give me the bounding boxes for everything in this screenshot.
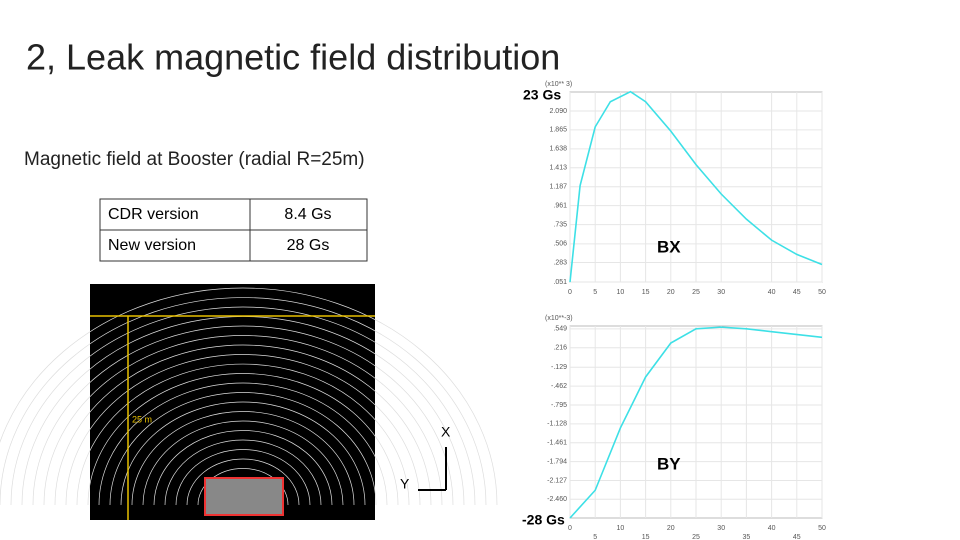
y-tick-label: .506: [553, 241, 567, 248]
contour: [0, 287, 498, 506]
contour: [54, 344, 432, 506]
contour: [142, 420, 344, 506]
x-tick-label: 40: [768, 289, 776, 296]
y-tick-label: -.462: [551, 383, 567, 390]
y-tick-label: .735: [553, 221, 567, 228]
y-tick-label: .961: [553, 203, 567, 210]
contour: [76, 363, 410, 506]
y-tick-label: .051: [553, 279, 567, 286]
y-tick-label: -1.461: [547, 440, 567, 447]
contour: [10, 306, 476, 506]
y-tick-label: .283: [553, 259, 567, 266]
contour: [32, 325, 454, 506]
y-tick-label: 1.638: [549, 146, 567, 153]
contour: [87, 373, 399, 506]
contour: [0, 297, 487, 506]
contour: [120, 401, 366, 506]
x-tick-label: 0: [568, 525, 572, 532]
contour: [175, 449, 311, 506]
x-tick-label: 15: [642, 289, 650, 296]
y-tick-label: 1.865: [549, 127, 567, 134]
x-tick-label: 20: [667, 525, 675, 532]
annotation: -28 Gs: [522, 512, 565, 528]
y-tick-label: .216: [553, 345, 567, 352]
contour: [43, 335, 443, 506]
x-tick-label: 40: [768, 525, 776, 532]
unit-label: (x10**-3): [545, 315, 573, 322]
contour: [131, 411, 355, 506]
x-tick-label: 0: [568, 289, 572, 296]
y-tick-label: -2.127: [547, 477, 567, 484]
y-tick-label: -.795: [551, 402, 567, 409]
axis-label: Y: [400, 476, 410, 492]
plot-label: BY: [657, 454, 681, 473]
contour: [153, 430, 333, 506]
x-tick-label: 45: [793, 289, 801, 296]
x-tick-label: 45: [793, 534, 801, 540]
x-tick-label: 30: [717, 525, 725, 532]
table-cell: New version: [108, 237, 196, 254]
field-map: [0, 284, 498, 520]
axis-label: X: [441, 424, 451, 440]
x-tick-label: 20: [667, 289, 675, 296]
contour: [98, 382, 388, 506]
axis-icon: [418, 447, 447, 491]
y-tick-label: -1.128: [547, 421, 567, 428]
scale-label: 25 m: [132, 414, 152, 424]
contour: [65, 354, 421, 506]
curve: [569, 326, 823, 519]
unit-label: (x10** 3): [545, 81, 572, 88]
table-cell: CDR version: [108, 206, 199, 223]
annotation: 23 Gs: [523, 87, 561, 103]
curve: [569, 90, 823, 283]
y-tick-label: .549: [553, 326, 567, 333]
y-tick-label: 2.090: [549, 108, 567, 115]
contour: [186, 458, 300, 506]
y-tick-label: -1.794: [547, 458, 567, 465]
x-tick-label: 10: [617, 289, 625, 296]
y-tick-label: -.129: [551, 364, 567, 371]
x-tick-label: 15: [642, 534, 650, 540]
x-tick-label: 25: [692, 534, 700, 540]
y-tick-label: 1.187: [549, 184, 567, 191]
contour: [109, 392, 377, 506]
subtitle: Magnetic field at Booster (radial R=25m): [24, 149, 365, 170]
contour: [164, 439, 322, 506]
table: [99, 198, 368, 262]
x-tick-label: 50: [818, 289, 826, 296]
x-tick-label: 25: [692, 289, 700, 296]
table-cell: 8.4 Gs: [284, 206, 331, 223]
x-tick-label: 30: [717, 289, 725, 296]
title: 2, Leak magnetic field distribution: [26, 37, 560, 78]
y-tick-label: 1.413: [549, 165, 567, 172]
x-tick-label: 5: [593, 534, 597, 540]
y-tick-label: -2.460: [547, 496, 567, 503]
x-tick-label: 10: [617, 525, 625, 532]
magnet: [204, 477, 284, 516]
x-tick-label: 35: [743, 534, 751, 540]
table-cell: 28 Gs: [287, 237, 330, 254]
x-tick-label: 5: [593, 289, 597, 296]
x-tick-label: 50: [818, 525, 826, 532]
plot-label: BX: [657, 237, 681, 256]
